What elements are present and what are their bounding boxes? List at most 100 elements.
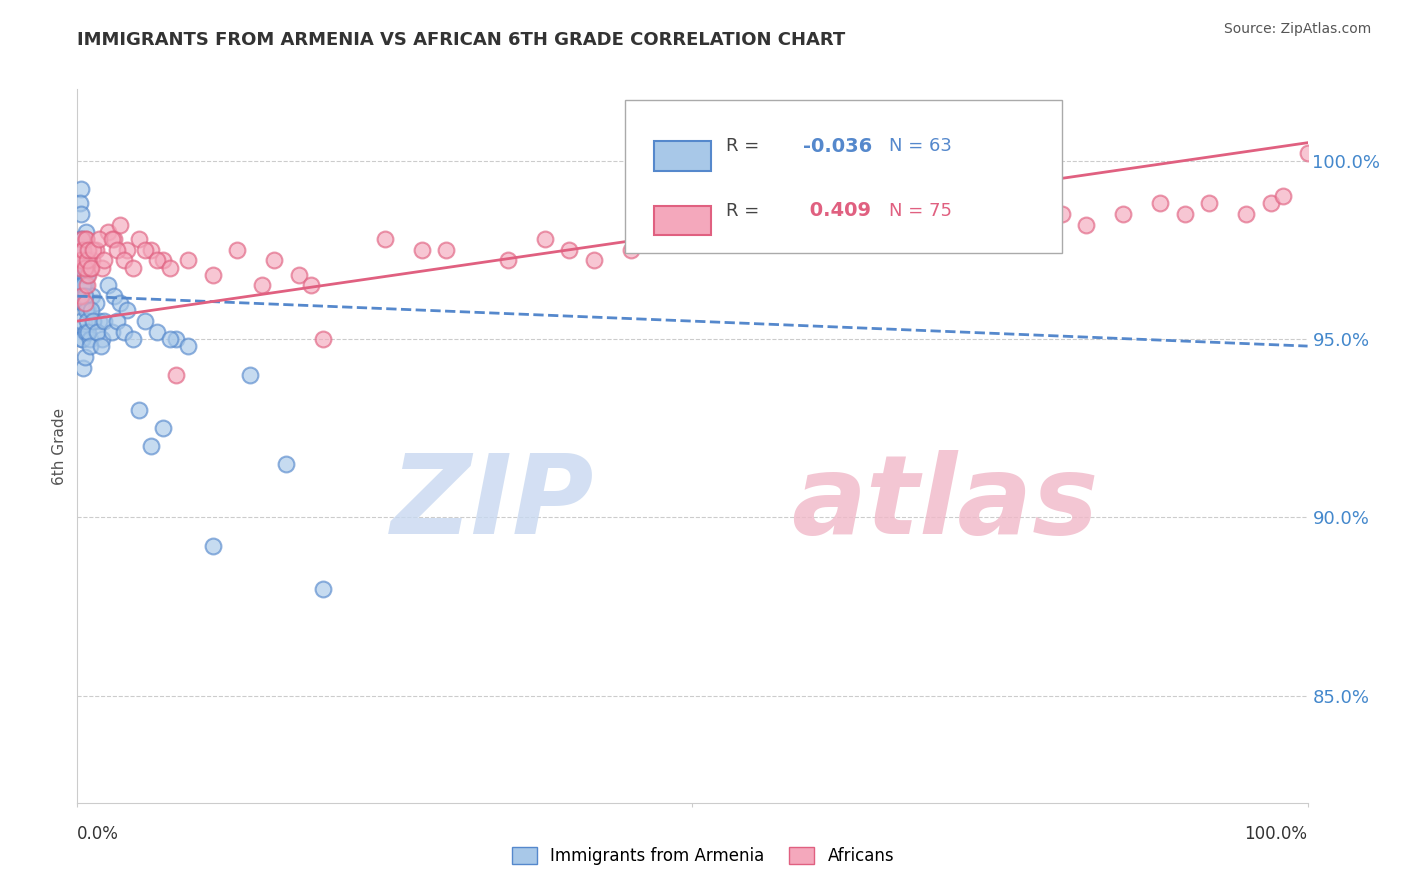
Point — [1198, 196, 1220, 211]
Point — [928, 207, 950, 221]
Point — [128, 403, 150, 417]
Point — [780, 207, 803, 221]
Point — [72, 243, 94, 257]
Text: ZIP: ZIP — [391, 450, 595, 557]
Text: Source: ZipAtlas.com: Source: ZipAtlas.com — [1223, 22, 1371, 37]
Point — [177, 253, 200, 268]
Point — [263, 253, 285, 268]
Point — [76, 268, 98, 282]
Point — [134, 314, 156, 328]
Point — [89, 314, 111, 328]
Point — [276, 457, 298, 471]
Point — [226, 243, 249, 257]
Point — [73, 268, 96, 282]
Point — [69, 232, 91, 246]
FancyBboxPatch shape — [654, 205, 711, 235]
Point — [1272, 189, 1295, 203]
Point — [112, 253, 135, 268]
Point — [115, 243, 138, 257]
Y-axis label: 6th Grade: 6th Grade — [52, 408, 67, 484]
Point — [121, 260, 143, 275]
Point — [72, 278, 94, 293]
Text: IMMIGRANTS FROM ARMENIA VS AFRICAN 6TH GRADE CORRELATION CHART: IMMIGRANTS FROM ARMENIA VS AFRICAN 6TH G… — [77, 31, 845, 49]
Point — [70, 289, 93, 303]
Text: atlas: atlas — [792, 450, 1098, 557]
Point — [70, 232, 93, 246]
Point — [73, 260, 96, 275]
Point — [70, 314, 93, 328]
Point — [141, 439, 163, 453]
Point — [70, 260, 93, 275]
Point — [101, 325, 124, 339]
Point — [82, 253, 104, 268]
Point — [70, 253, 93, 268]
Point — [1296, 146, 1319, 161]
Point — [1234, 207, 1257, 221]
Point — [89, 232, 111, 246]
Point — [165, 368, 187, 382]
Point — [69, 260, 91, 275]
Point — [534, 232, 557, 246]
Point — [90, 332, 114, 346]
Point — [1112, 207, 1135, 221]
Point — [86, 325, 108, 339]
Point — [70, 182, 93, 196]
Point — [1149, 196, 1171, 211]
Point — [103, 289, 125, 303]
Point — [988, 207, 1011, 221]
Point — [165, 332, 187, 346]
Point — [84, 296, 107, 310]
Point — [72, 360, 94, 375]
Point — [70, 243, 93, 257]
Point — [374, 232, 396, 246]
Point — [141, 243, 163, 257]
Point — [93, 314, 115, 328]
Text: 0.409: 0.409 — [803, 201, 872, 220]
Legend: Immigrants from Armenia, Africans: Immigrants from Armenia, Africans — [505, 840, 901, 872]
Point — [1260, 196, 1282, 211]
Point — [72, 296, 94, 310]
Point — [1174, 207, 1197, 221]
Point — [72, 253, 94, 268]
Point — [903, 218, 925, 232]
Text: R =: R = — [725, 202, 765, 219]
Point — [76, 314, 98, 328]
Point — [77, 303, 100, 318]
Text: -0.036: -0.036 — [803, 136, 873, 156]
Point — [80, 260, 103, 275]
Text: R =: R = — [725, 137, 765, 155]
Point — [82, 243, 104, 257]
Point — [75, 225, 97, 239]
Point — [73, 350, 96, 364]
Point — [682, 218, 704, 232]
Point — [159, 260, 181, 275]
Point — [146, 325, 169, 339]
Point — [97, 278, 120, 293]
Point — [112, 325, 135, 339]
FancyBboxPatch shape — [624, 100, 1062, 253]
Point — [73, 325, 96, 339]
Point — [830, 196, 852, 211]
Point — [70, 278, 93, 293]
Point — [866, 207, 889, 221]
Text: 0.0%: 0.0% — [77, 825, 120, 843]
Point — [84, 243, 107, 257]
Point — [103, 232, 125, 246]
Point — [73, 289, 96, 303]
Point — [73, 296, 96, 310]
Point — [558, 243, 581, 257]
Point — [79, 332, 101, 346]
Point — [201, 268, 224, 282]
Point — [1076, 218, 1098, 232]
Point — [496, 253, 519, 268]
Point — [70, 207, 93, 221]
Point — [77, 325, 100, 339]
Point — [90, 260, 114, 275]
Point — [134, 243, 156, 257]
Point — [93, 253, 115, 268]
Text: N = 63: N = 63 — [890, 137, 952, 155]
Point — [72, 289, 94, 303]
Point — [804, 182, 827, 196]
Point — [70, 232, 93, 246]
Point — [77, 268, 100, 282]
